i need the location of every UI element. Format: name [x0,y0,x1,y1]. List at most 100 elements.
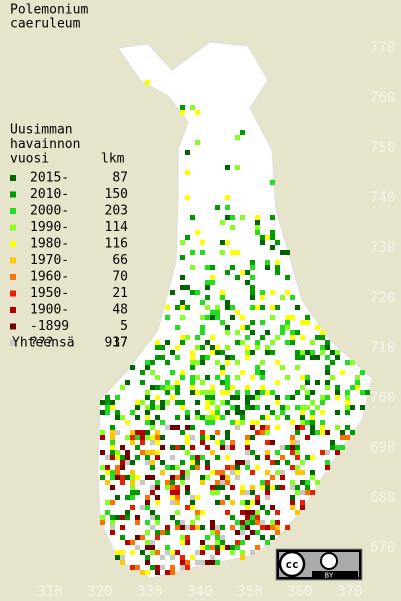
grid-square [200,480,205,485]
grid-square [225,495,230,500]
grid-square [175,490,180,495]
grid-square [215,310,220,315]
grid-square [110,475,115,480]
grid-square [285,340,290,345]
grid-square [320,450,325,455]
grid-square [220,220,225,225]
grid-square [285,525,290,530]
grid-square [270,215,275,220]
grid-square [305,480,310,485]
grid-square [130,365,135,370]
grid-square [105,405,110,410]
grid-square [265,235,270,240]
grid-square [245,280,250,285]
grid-square [205,305,210,310]
grid-square [185,560,190,565]
grid-square [120,480,125,485]
grid-square [260,430,265,435]
grid-square [220,545,225,550]
grid-square [225,195,230,200]
grid-square [235,475,240,480]
grid-square [275,470,280,475]
grid-square [270,390,275,395]
grid-square [230,315,235,320]
grid-square [185,475,190,480]
legend-heading: havainnon [10,137,80,152]
grid-square [210,485,215,490]
grid-square [145,540,150,545]
grid-square [325,430,330,435]
grid-square [220,240,225,245]
grid-square [260,295,265,300]
grid-square [150,405,155,410]
grid-square [235,530,240,535]
grid-square [155,430,160,435]
grid-square [240,500,245,505]
grid-square [200,560,205,565]
grid-square [220,295,225,300]
grid-square [130,410,135,415]
grid-square [245,535,250,540]
grid-square [295,350,300,355]
grid-square [245,435,250,440]
x-axis-label: 360 [287,584,312,600]
grid-square [230,550,235,555]
grid-square [225,430,230,435]
grid-square [175,510,180,515]
grid-square [335,410,340,415]
grid-square [240,510,245,515]
grid-square [255,370,260,375]
grid-square [185,285,190,290]
grid-square [105,500,110,505]
grid-square [180,445,185,450]
grid-square [255,230,260,235]
grid-square [190,385,195,390]
grid-square [235,545,240,550]
grid-square [280,330,285,335]
grid-square [185,435,190,440]
grid-square [225,480,230,485]
grid-square [320,400,325,405]
grid-square [265,450,270,455]
grid-square [275,485,280,490]
grid-square [220,400,225,405]
grid-square [225,390,230,395]
grid-square [150,485,155,490]
grid-square [295,355,300,360]
grid-square [255,225,260,230]
legend-swatch [10,274,16,280]
grid-square [120,560,125,565]
grid-square [210,385,215,390]
grid-square [225,545,230,550]
grid-square [245,460,250,465]
grid-square [265,525,270,530]
grid-square [185,470,190,475]
grid-square [290,395,295,400]
grid-square [230,215,235,220]
grid-square [150,465,155,470]
grid-square [205,475,210,480]
grid-square [140,430,145,435]
grid-square [250,295,255,300]
legend-swatch [10,257,16,264]
grid-square [310,415,315,420]
grid-square [250,420,255,425]
grid-square [210,530,215,535]
grid-square [170,290,175,295]
grid-square [200,455,205,460]
grid-square [330,350,335,355]
grid-square [175,550,180,555]
grid-square [240,525,245,530]
y-axis-label: 730 [370,240,395,256]
grid-square [205,400,210,405]
grid-square [260,385,265,390]
grid-square [360,390,365,395]
grid-square [190,360,195,365]
grid-square [290,315,295,320]
grid-square [280,250,285,255]
grid-square [195,465,200,470]
grid-square [325,385,330,390]
grid-square [120,415,125,420]
grid-square [260,240,265,245]
